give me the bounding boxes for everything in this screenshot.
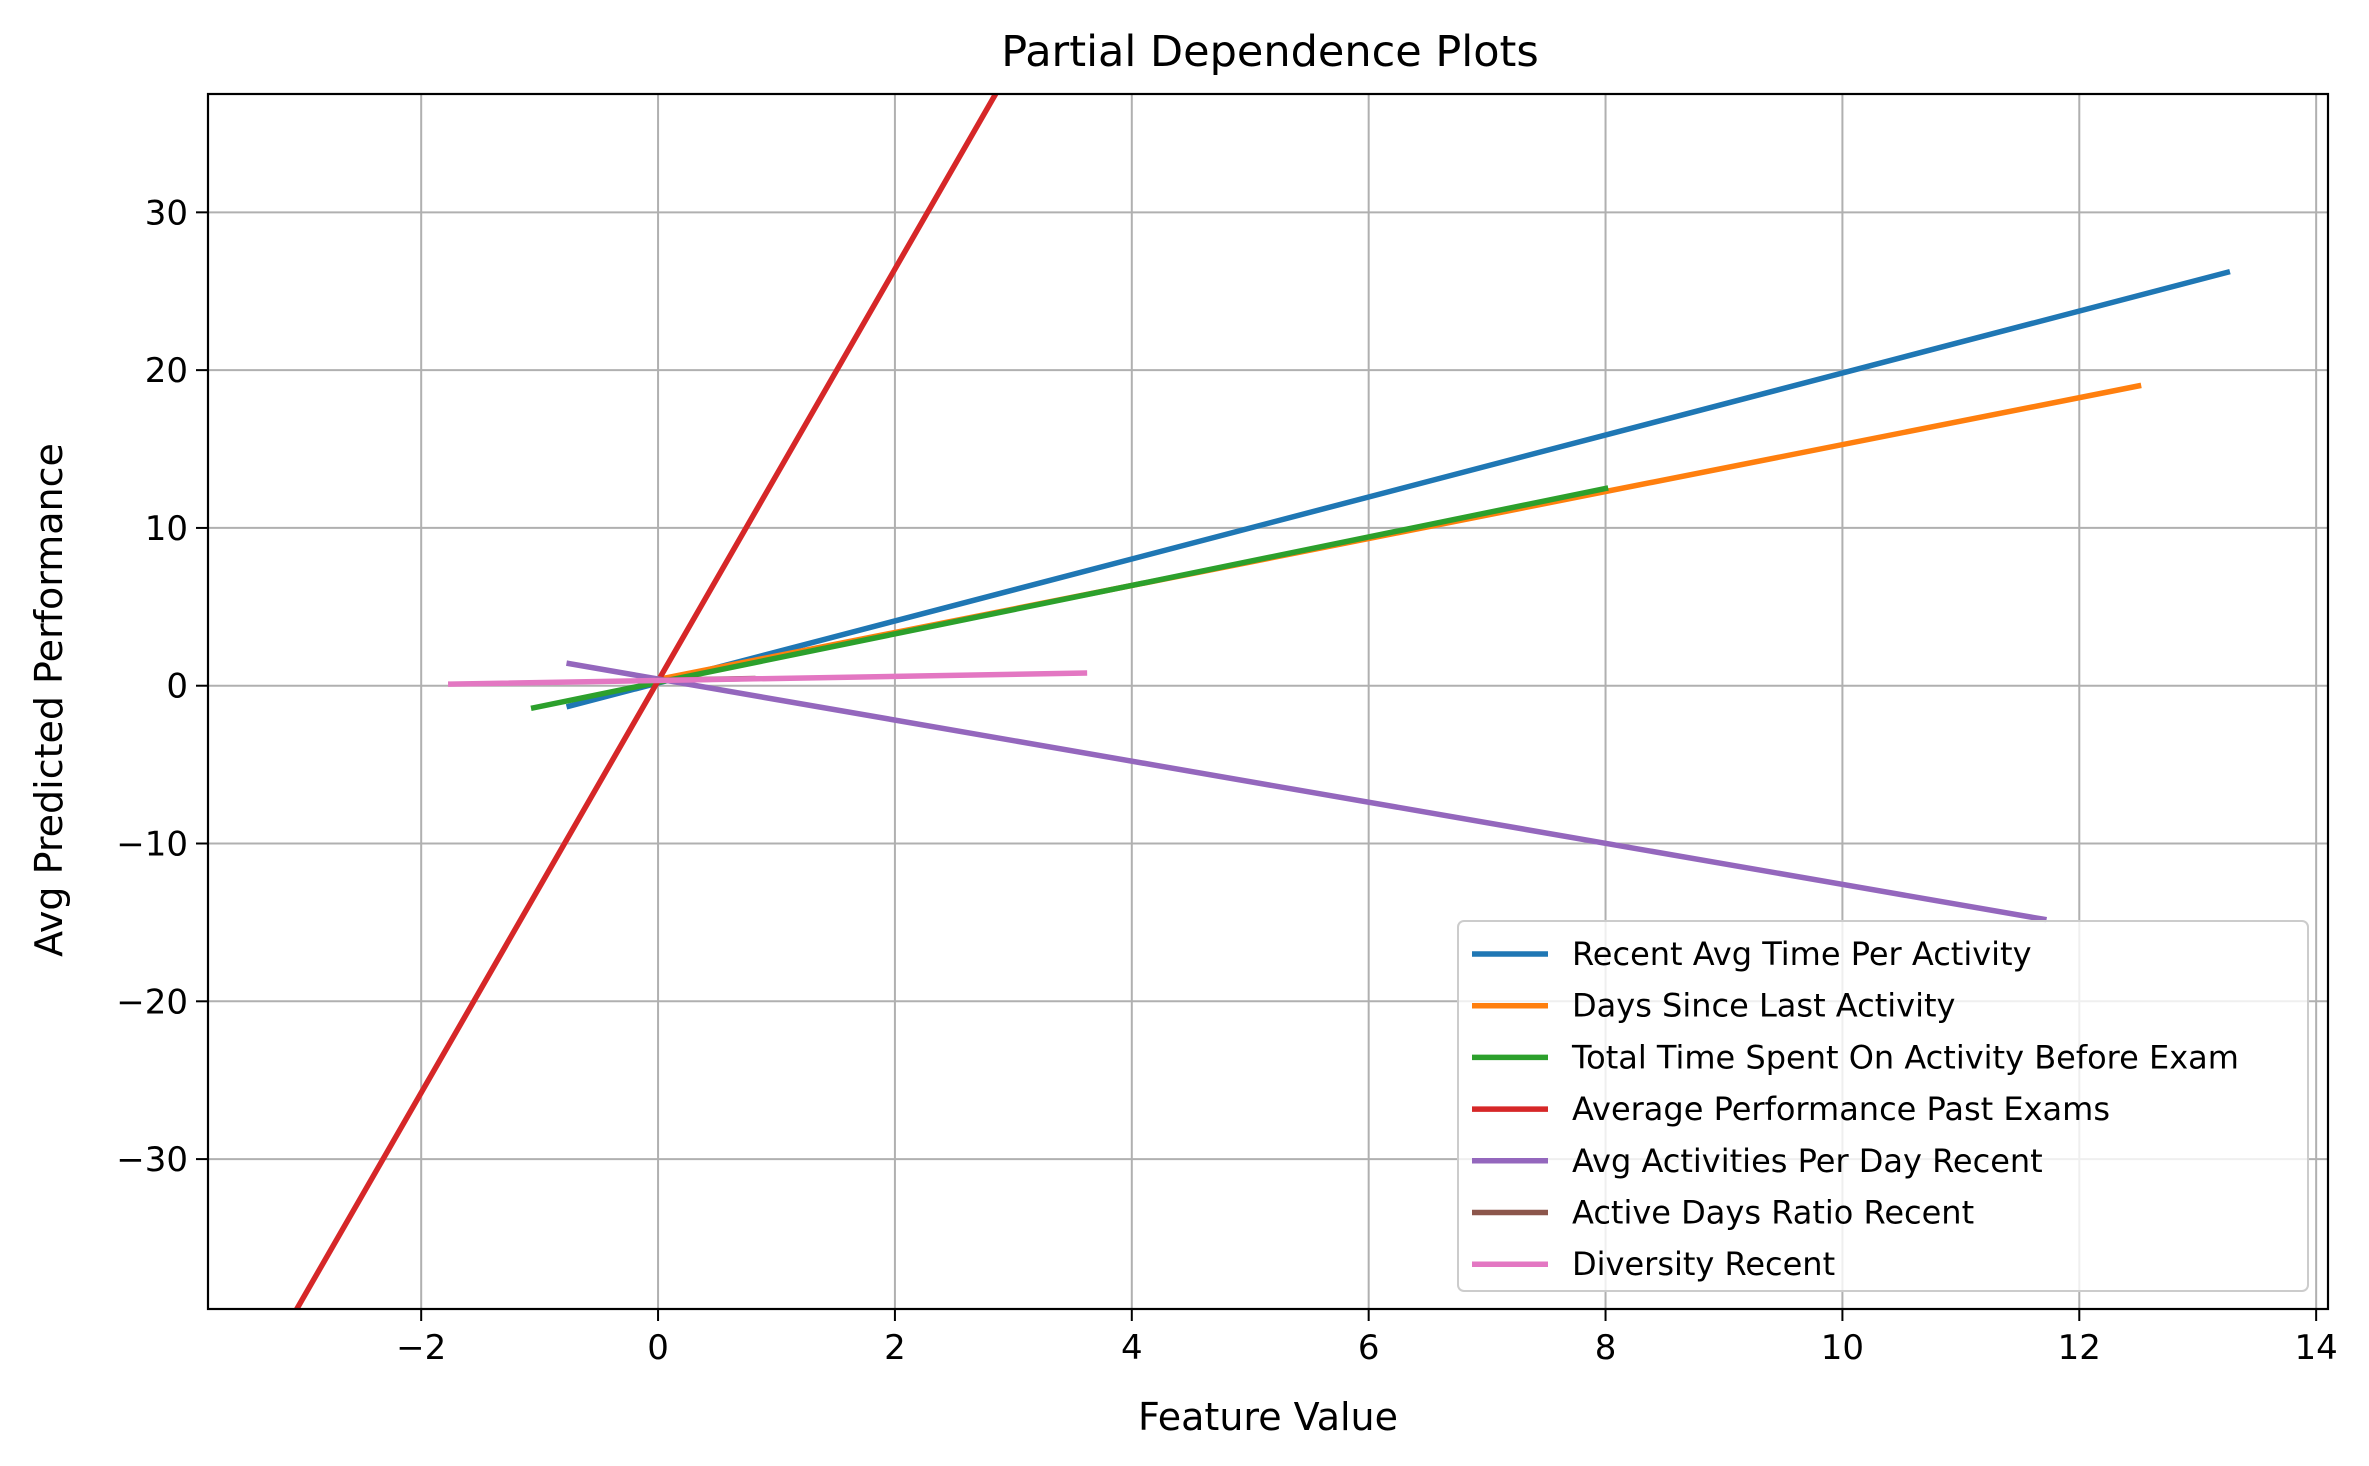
x-axis-label: Feature Value (1138, 1395, 1398, 1439)
series-line-0 (565, 268, 2231, 710)
legend-label: Average Performance Past Exams (1572, 1090, 2110, 1128)
series-line-3 (293, 94, 999, 1309)
series-lines (293, 94, 2231, 1309)
chart-title: Partial Dependence Plots (1001, 27, 1539, 77)
legend-label: Days Since Last Activity (1572, 987, 1955, 1025)
x-tick-label: 14 (2295, 1328, 2338, 1368)
y-axis-ticks: −30 −20 −10 0 10 20 30 (116, 193, 208, 1180)
x-tick-label: 12 (2058, 1328, 2101, 1368)
y-tick-label: −30 (116, 1140, 188, 1180)
legend-label: Diversity Recent (1572, 1245, 1835, 1283)
x-tick-label: 10 (1821, 1328, 1864, 1368)
x-tick-label: 4 (1121, 1328, 1143, 1368)
legend-label: Total Time Spent On Activity Before Exam (1571, 1038, 2239, 1076)
y-tick-label: 10 (145, 509, 188, 549)
y-axis-label: Avg Predicted Performance (27, 443, 71, 957)
y-tick-label: −20 (116, 982, 188, 1022)
x-tick-label: −2 (396, 1328, 446, 1368)
x-tick-label: 6 (1358, 1328, 1380, 1368)
y-tick-label: 20 (145, 351, 188, 391)
x-tick-label: 2 (884, 1328, 906, 1368)
series-line-2 (530, 485, 1609, 712)
y-tick-label: −10 (116, 825, 188, 865)
x-axis-ticks: −2 0 2 4 6 8 10 12 14 (396, 1309, 2338, 1368)
plot-frame (206, 92, 2330, 1311)
x-tick-label: 0 (647, 1328, 669, 1368)
legend-label: Avg Activities Per Day Recent (1572, 1142, 2043, 1180)
legend-box (1457, 920, 2309, 1292)
series-line-4 (566, 660, 2047, 923)
legend: Recent Avg Time Per Activity Days Since L… (1457, 920, 2309, 1292)
legend-label: Active Days Ratio Recent (1572, 1194, 1974, 1232)
series-line-6 (448, 670, 1088, 687)
x-tick-label: 8 (1595, 1328, 1617, 1368)
y-tick-label: 30 (145, 193, 188, 233)
legend-label: Recent Avg Time Per Activity (1572, 935, 2032, 973)
y-tick-label: 0 (166, 667, 188, 707)
